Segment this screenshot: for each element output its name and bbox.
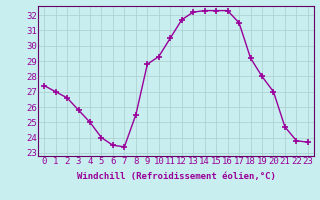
X-axis label: Windchill (Refroidissement éolien,°C): Windchill (Refroidissement éolien,°C)	[76, 172, 276, 181]
